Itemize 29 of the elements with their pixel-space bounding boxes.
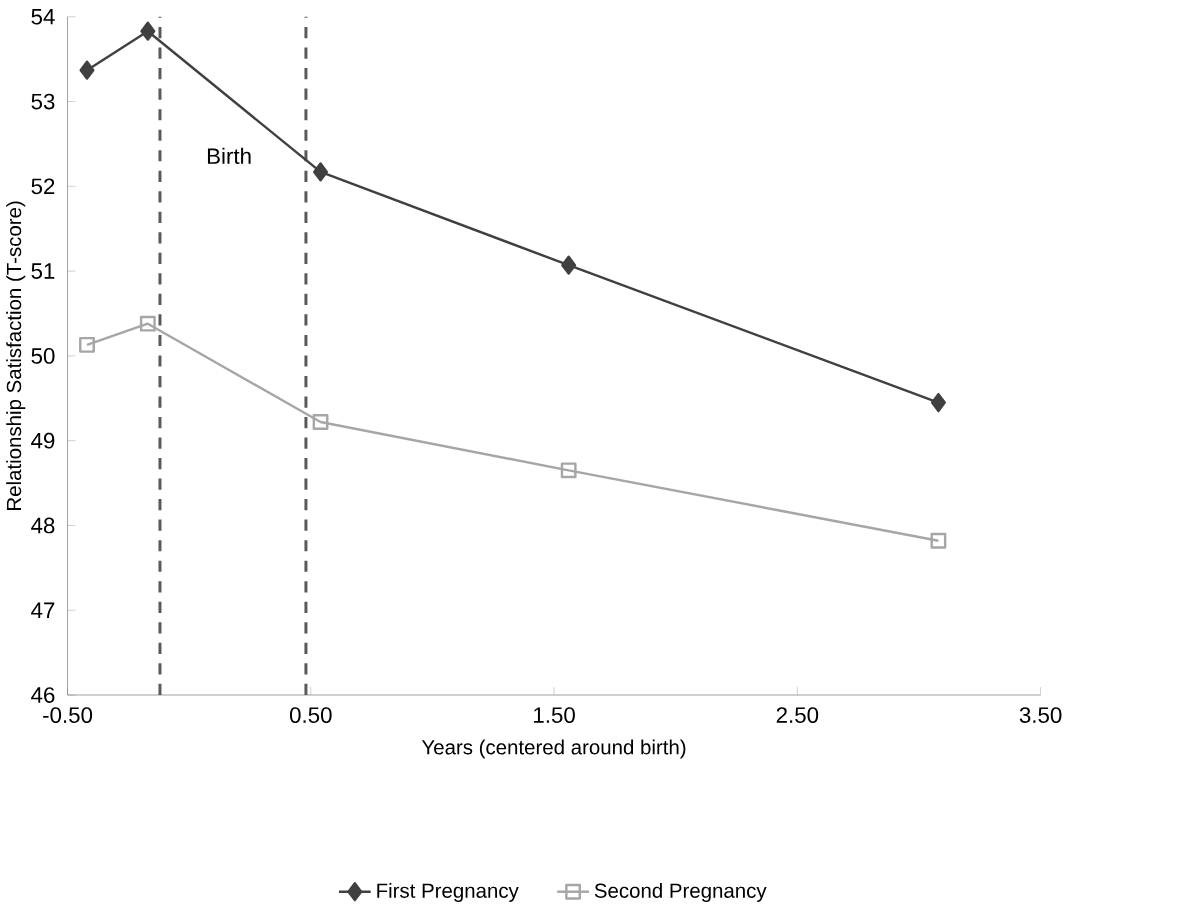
legend-label: First Pregnancy (377, 882, 519, 902)
y-tick-label: 46 (31, 686, 55, 703)
point (79, 336, 95, 353)
point (139, 315, 156, 332)
x-tick-label: -0.50 (43, 707, 93, 723)
y-tick-label: 48 (31, 517, 55, 534)
x-tick-label: 0.50 (289, 707, 332, 723)
point (312, 413, 329, 430)
point (140, 21, 156, 41)
x-tick-label: 2.50 (776, 707, 819, 723)
point (930, 392, 946, 412)
point (561, 255, 577, 275)
y-tick-label: 51 (31, 263, 55, 279)
y-tick-label: 47 (31, 602, 55, 618)
y-tick-label: 49 (31, 432, 55, 449)
point (560, 462, 577, 479)
y-tick-label: 53 (31, 93, 55, 110)
y-tick-label: 52 (31, 178, 55, 195)
point (79, 60, 95, 80)
x-tick-label: 1.50 (534, 707, 575, 723)
x-axis-title: Years (centered around birth) (421, 739, 686, 759)
point (930, 532, 947, 549)
x-tick-label: 3.50 (1019, 707, 1062, 723)
y-axis-title: Relationship Satisfaction (T-score) (6, 201, 26, 510)
point (313, 162, 329, 182)
legend-label: Second Pregnancy (594, 882, 767, 902)
annotation: Birth (207, 147, 251, 164)
y-tick-label: 54 (31, 8, 55, 25)
y-tick-label: 50 (31, 347, 55, 364)
